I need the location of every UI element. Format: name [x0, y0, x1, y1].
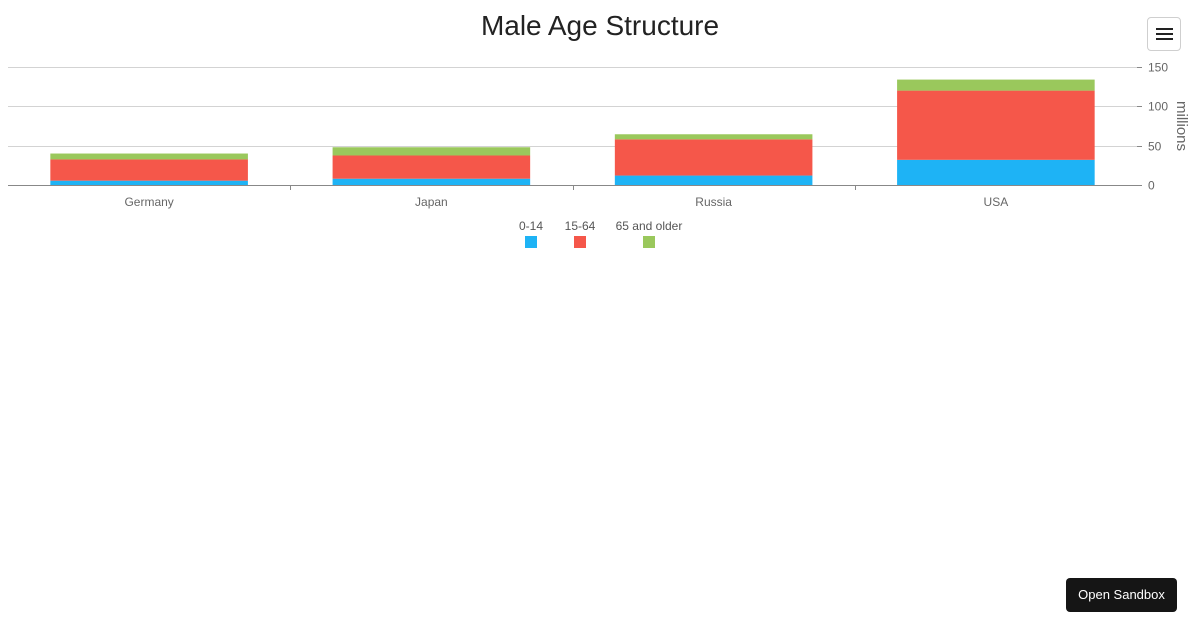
y-tick-label: 150 — [1148, 61, 1168, 75]
legend-label: 0-14 — [519, 219, 543, 233]
bar-segment — [50, 180, 248, 185]
bar-segment — [50, 159, 248, 181]
hamburger-menu-icon-line — [1156, 38, 1173, 40]
legend-swatch — [643, 236, 655, 248]
legend-label: 15-64 — [565, 219, 596, 233]
x-tick-label: Russia — [695, 195, 732, 209]
bar-segment — [614, 139, 813, 176]
y-axis-label: millions — [1173, 101, 1190, 151]
hamburger-menu-icon-line — [1156, 33, 1173, 35]
x-tick-label: Germany — [124, 195, 173, 209]
bar-segment — [332, 178, 531, 185]
bar-segment — [332, 155, 531, 179]
legend-label: 65 and older — [616, 219, 683, 233]
y-tick-label: 0 — [1148, 179, 1155, 193]
y-tick-label: 50 — [1148, 140, 1162, 154]
x-tick-label: USA — [984, 195, 1009, 209]
bar-segment — [897, 159, 1095, 185]
chart-menu-button[interactable] — [1147, 17, 1181, 51]
hamburger-menu-icon — [1156, 28, 1173, 30]
legend-swatch — [525, 236, 537, 248]
bar-segment — [614, 134, 813, 140]
legend-swatch — [574, 236, 586, 248]
bar-segment — [614, 175, 813, 185]
chart-title: Male Age Structure — [480, 10, 720, 41]
bar-segment — [897, 90, 1095, 160]
bar-segment — [50, 153, 248, 160]
open-sandbox-button[interactable]: Open Sandbox — [1066, 578, 1177, 612]
y-tick-label: 100 — [1148, 100, 1168, 114]
bar-segment — [332, 147, 531, 156]
bar-segment — [897, 79, 1095, 91]
x-tick-label: Japan — [415, 195, 448, 209]
